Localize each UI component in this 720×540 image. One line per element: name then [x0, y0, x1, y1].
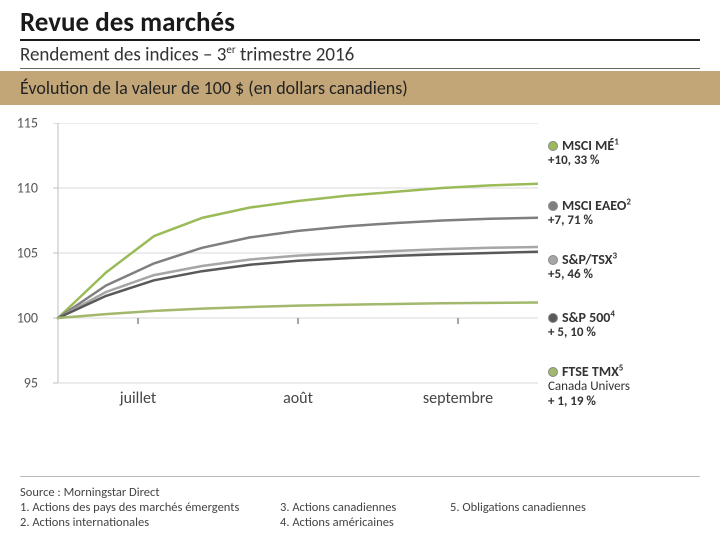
footnote-1: 1. Actions des pays des marchés émergent…: [20, 500, 280, 515]
legend-sup: 1: [614, 136, 619, 147]
y-tick-label: 100: [0, 310, 38, 327]
legend-return: + 5, 10 %: [548, 326, 698, 341]
legend-label: MSCI MÉ1: [562, 137, 619, 154]
legend-item-sp_tsx: S&P/TSX3+5, 46 %: [548, 251, 698, 283]
legend-sup: 4: [610, 308, 615, 319]
legend: MSCI MÉ1+10, 33 % MSCI EAEO2+7, 71 % S&P/T…: [538, 123, 698, 413]
legend-sublabel: Canada Univers: [548, 380, 698, 395]
subtitle-pre: Rendement des indices – 3: [20, 43, 226, 66]
legend-sup: 5: [619, 362, 624, 373]
x-tick-label: septembre: [423, 389, 493, 408]
footnote-4: 4. Actions américaines: [280, 515, 450, 530]
legend-label: FTSE TMX5: [562, 363, 623, 380]
legend-marker-icon: [548, 313, 558, 323]
legend-return: + 1, 19 %: [548, 395, 698, 410]
footnote-2: 2. Actions internationales: [20, 515, 280, 530]
footnote-3: 3. Actions canadiennes: [280, 500, 450, 515]
subtitle-post: trimestre 2016: [236, 43, 355, 66]
legend-sup: 3: [612, 250, 617, 261]
legend-return: +7, 71 %: [548, 214, 698, 229]
series-msci_me: [58, 184, 538, 318]
legend-item-msci_me: MSCI MÉ1+10, 33 %: [548, 137, 698, 169]
legend-sup: 2: [626, 196, 631, 207]
y-tick-label: 110: [0, 180, 38, 197]
legend-marker-icon: [548, 201, 558, 211]
legend-item-ftse_tmx: FTSE TMX5Canada Univers+ 1, 19 %: [548, 363, 698, 410]
line-chart: [18, 123, 538, 413]
subtitle-sup: er: [226, 43, 235, 56]
legend-label: S&P/TSX3: [562, 251, 617, 268]
legend-label: S&P 5004: [562, 309, 615, 326]
series-ftse_tmx: [58, 303, 538, 319]
legend-marker-icon: [548, 367, 558, 377]
legend-label: MSCI EAEO2: [562, 197, 631, 214]
footnote-source: Source : Morningstar Direct: [20, 485, 700, 500]
legend-return: +10, 33 %: [548, 154, 698, 169]
legend-item-sp_500: S&P 5004+ 5, 10 %: [548, 309, 698, 341]
chart-container: 95 100 105 110 115 juillet août septembre MSCI …: [0, 105, 720, 413]
page-title: Revue des marchés: [20, 6, 700, 41]
page-subtitle: Rendement des indices – 3er trimestre 20…: [20, 43, 700, 69]
y-tick-label: 115: [0, 115, 38, 132]
series-sp_tsx: [58, 247, 538, 318]
legend-marker-icon: [548, 141, 558, 151]
subtitle-band: Évolution de la valeur de 100 $ (en doll…: [0, 71, 720, 105]
footnote-5: 5. Obligations canadiennes: [450, 500, 586, 515]
x-tick-label: juillet: [120, 389, 156, 408]
footnotes: Source : Morningstar Direct 1. Actions d…: [20, 476, 700, 530]
x-tick-label: août: [283, 389, 313, 408]
legend-item-msci_eaeo: MSCI EAEO2+7, 71 %: [548, 197, 698, 229]
legend-marker-icon: [548, 255, 558, 265]
y-tick-label: 105: [0, 245, 38, 262]
legend-return: +5, 46 %: [548, 268, 698, 283]
chart-plot-area: 95100105110115juilletaoûtseptembre: [18, 123, 538, 413]
y-tick-label: 95: [0, 375, 38, 392]
